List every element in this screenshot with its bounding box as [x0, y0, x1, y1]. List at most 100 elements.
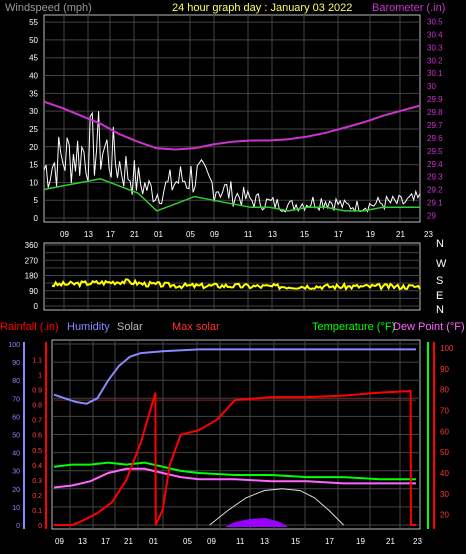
windspeed-tick-label: 55	[29, 18, 38, 27]
legend-dewpoint: Dew Point (°F)	[393, 321, 465, 333]
uv-series-area	[225, 518, 288, 527]
panel1-x-tick-label: 21	[396, 230, 405, 239]
windspeed-tick-label: 20	[29, 143, 38, 152]
panel3-x-tick-label: 05	[183, 537, 192, 546]
rain-tick-label: 0.8	[32, 403, 42, 410]
panel1-x-tick-label: 23	[424, 230, 433, 239]
barometer-tick-label: 30.2	[427, 56, 443, 65]
humidity-tick-label: 10	[12, 505, 20, 512]
panel3-x-tick-label: 19	[356, 537, 365, 546]
panel1-x-tick-label: 09	[60, 230, 69, 239]
panel1-x-tick-label: 21	[130, 230, 139, 239]
barometer-tick-label: 29.7	[427, 121, 443, 130]
humidity-tick-label: 0	[16, 523, 20, 530]
temperature-tick-label: 30	[440, 490, 449, 499]
panel3-x-tick-label: 13	[260, 537, 269, 546]
rain-tick-label: 0.7	[32, 418, 42, 425]
panel3-x-tick-label: 15	[291, 537, 300, 546]
barometer-tick-label: 29.8	[427, 108, 443, 117]
rain-tick-label: 0	[38, 523, 42, 530]
windspeed-tick-label: 35	[29, 89, 38, 98]
temperature-tick-label: 80	[440, 386, 449, 395]
rainfall-series-line	[54, 390, 416, 526]
panel1-x-tick-label: 17	[106, 230, 115, 239]
humidity-tick-label: 60	[12, 414, 20, 421]
compass-label: N	[436, 238, 444, 250]
compass-label: E	[436, 290, 443, 302]
barometer-tick-label: 29.1	[427, 199, 443, 208]
rain-tick-label: 1.1	[32, 358, 42, 365]
rain-tick-label: 0.4	[32, 463, 42, 470]
legend-rainfall: Rainfall (.in)	[0, 321, 59, 333]
barometer-tick-label: 30.5	[427, 17, 443, 26]
barometer-tick-label: 30.4	[427, 30, 443, 39]
legend-solar: Solar	[117, 321, 143, 333]
legend-temperature: Temperature (°F)	[312, 321, 395, 333]
barometer-tick-label: 30	[427, 82, 436, 91]
temperature-tick-label: 60	[440, 427, 449, 436]
rain-tick-label: 0.2	[32, 493, 42, 500]
temperature-tick-label: 70	[440, 407, 449, 416]
windspeed-tick-label: 10	[29, 178, 38, 187]
humidity-tick-label: 80	[12, 378, 20, 385]
humidity-tick-label: 50	[12, 433, 20, 440]
legend-humidity: Humidity	[67, 321, 110, 333]
windspeed-tick-label: 5	[34, 196, 39, 205]
wind-average-series-line	[43, 178, 420, 212]
barometer-tick-label: 29.4	[427, 160, 443, 169]
compass-label: S	[436, 275, 443, 287]
panel3-x-tick-label: 11	[236, 537, 245, 546]
humidity-tick-label: 100	[8, 342, 20, 349]
panel1-x-tick-label: 09	[210, 230, 219, 239]
humidity-series-line	[53, 348, 416, 405]
temperature-tick-label: 100	[440, 344, 454, 353]
barometer-tick-label: 29	[427, 212, 436, 221]
humidity-tick-label: 70	[12, 396, 20, 403]
direction-tick-label: 270	[25, 256, 39, 265]
compass-label: N	[436, 304, 444, 316]
panel1-x-tick-label: 01	[154, 230, 163, 239]
windspeed-tick-label: 15	[29, 161, 38, 170]
temperature-tick-label: 40	[440, 469, 449, 478]
panel1-x-tick-label: 11	[244, 230, 253, 239]
panel3-x-tick-label: 01	[149, 537, 158, 546]
barometer-tick-label: 30.3	[427, 43, 443, 52]
humidity-tick-label: 20	[12, 487, 20, 494]
direction-tick-label: 90	[29, 287, 38, 296]
direction-tick-label: 180	[25, 272, 39, 281]
barometer-title: Barometer (.in)	[372, 2, 445, 14]
panel1-x-tick-label: 15	[300, 230, 309, 239]
solar-series-line	[209, 488, 344, 526]
temperature-tick-label: 90	[440, 365, 449, 374]
barometer-tick-label: 29.9	[427, 95, 443, 104]
windspeed-tick-label: 0	[34, 214, 39, 223]
barometer-tick-label: 29.6	[427, 134, 443, 143]
panel1-x-tick-label: 05	[186, 230, 195, 239]
panel3-x-tick-label: 17	[325, 537, 334, 546]
chart-panels: 05101520253035404550552929.129.229.329.4…	[8, 14, 454, 546]
panel3-x-tick-label: 13	[78, 537, 87, 546]
rain-tick-label: 0.5	[32, 448, 42, 455]
temperature-tick-label: 20	[440, 511, 449, 520]
panel3-x-tick-label: 21	[386, 537, 395, 546]
windspeed-title: Windspeed (mph)	[5, 2, 92, 14]
windspeed-tick-label: 30	[29, 107, 38, 116]
direction-tick-label: 360	[25, 241, 39, 250]
barometer-tick-label: 29.2	[427, 186, 443, 195]
humidity-tick-label: 40	[12, 451, 20, 458]
temperature-tick-label: 50	[440, 448, 449, 457]
rain-tick-label: 0.9	[32, 388, 42, 395]
rain-tick-label: 0.6	[32, 433, 42, 440]
panel1-x-tick-label: 19	[366, 230, 375, 239]
dewpoint-series-line	[53, 467, 416, 489]
windspeed-series-line	[43, 111, 421, 213]
legend-max-solar: Max solar	[172, 321, 220, 333]
panel3-x-tick-label: 17	[101, 537, 110, 546]
panel3-x-tick-label: 21	[124, 537, 133, 546]
barometer-tick-label: 29.3	[427, 173, 443, 182]
temperature-series-line	[53, 461, 416, 481]
windspeed-tick-label: 25	[29, 125, 38, 134]
direction-tick-label: 0	[34, 302, 39, 311]
